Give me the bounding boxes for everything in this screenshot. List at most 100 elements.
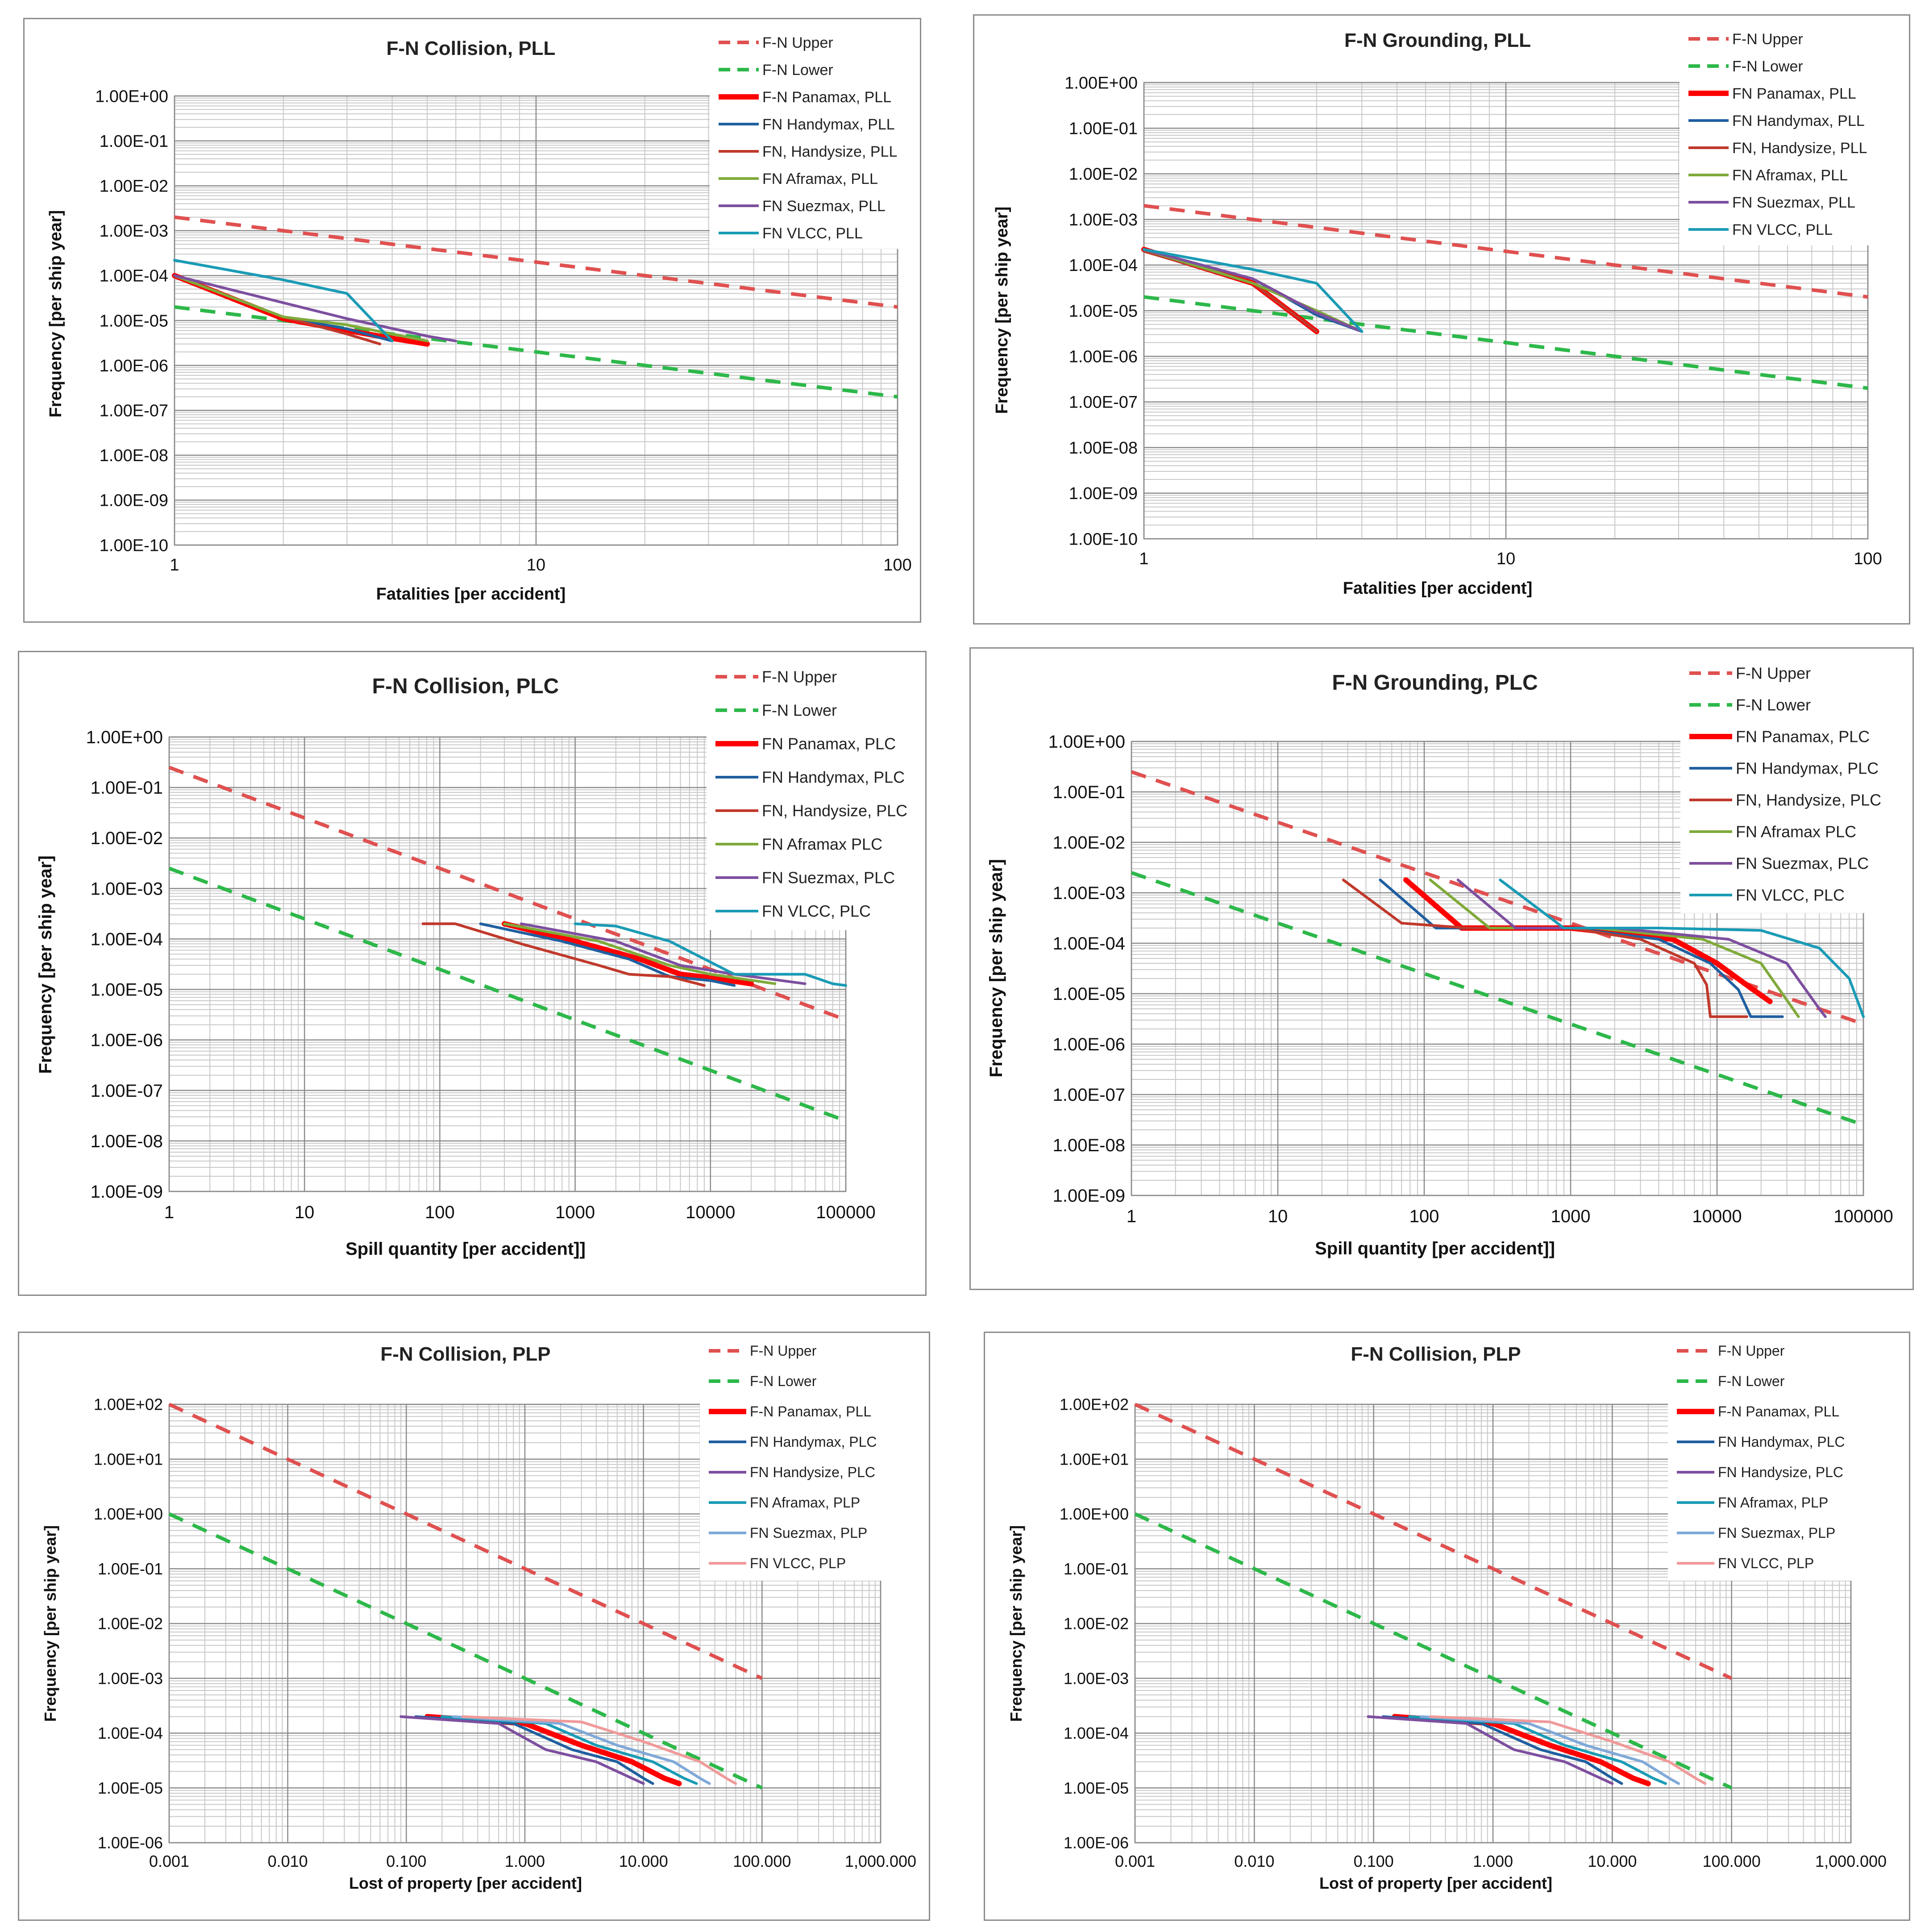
legend-label: FN Suezmax, PLP <box>750 1525 867 1541</box>
y-axis-label: Frequency [per ship year] <box>36 855 55 1074</box>
legend-label: F-N Upper <box>1736 664 1811 683</box>
y-tick-label: 1.00E-01 <box>91 778 163 798</box>
y-tick-label: 1.00E-01 <box>1053 783 1125 802</box>
x-axis-label: Lost of property [per accident] <box>1319 1874 1552 1892</box>
legend-box <box>1680 23 1909 246</box>
y-tick-label: 1.00E-02 <box>100 177 168 196</box>
x-tick-label: 0.010 <box>1234 1852 1274 1870</box>
series-line-fn-suezmax-pll <box>1143 248 1364 333</box>
series-line-fn-aframax-plc <box>503 922 777 985</box>
y-tick-label: 1.00E-03 <box>98 1669 163 1687</box>
series-line-fn-vlcc-pll <box>173 259 394 342</box>
series-line-fn-suezmax-plp <box>1420 1715 1680 1785</box>
legend-box <box>1668 1333 1909 1581</box>
legend-label: FN VLCC, PLP <box>1718 1555 1814 1571</box>
legend-label: FN, Handysize, PLL <box>1732 140 1867 157</box>
series-line-fn-handysize-plc <box>421 922 706 987</box>
legend-label: FN Panamax, PLC <box>762 735 896 753</box>
y-tick-label: 1.00E-09 <box>91 1182 163 1202</box>
y-tick-label: 1.00E+00 <box>1048 732 1125 752</box>
legend-label: FN Handymax, PLC <box>1736 759 1879 778</box>
plot-frame <box>168 1403 881 1844</box>
y-tick-label: 1.00E+00 <box>95 87 168 106</box>
legend-label: FN, Handysize, PLL <box>762 143 897 160</box>
y-tick-label: 1.00E-04 <box>1053 934 1125 954</box>
y-tick-label: 1.00E-09 <box>1069 484 1138 503</box>
y-axis-label: Frequency [per ship year] <box>993 207 1011 414</box>
x-tick-label: 1000 <box>555 1203 595 1222</box>
legend-box <box>710 26 920 249</box>
y-axis-label: Frequency [per ship year] <box>1007 1525 1025 1722</box>
y-tick-label: 1.00E-10 <box>100 536 168 555</box>
y-tick-label: 1.00E+02 <box>1060 1395 1129 1414</box>
y-tick-label: 1.00E-01 <box>100 132 168 151</box>
x-tick-label: 10.000 <box>619 1852 668 1870</box>
legend-label: FN VLCC, PLC <box>762 902 871 920</box>
x-tick-label: 0.001 <box>1115 1852 1155 1870</box>
x-tick-label: 10000 <box>1692 1207 1742 1226</box>
y-tick-label: 1.00E-01 <box>98 1560 163 1578</box>
y-tick-label: 1.00E-08 <box>91 1132 163 1151</box>
series-line-fn-vlcc-plc <box>1499 879 1865 1018</box>
y-tick-label: 1.00E-04 <box>100 267 168 286</box>
x-tick-label: 1 <box>1127 1207 1136 1226</box>
y-tick-label: 1.00E-08 <box>1069 439 1138 458</box>
fn-chart-collision-pll: 1.00E+00 1.00E-01 1.00E-02 1.00E-03 1.00E-04… <box>46 26 920 604</box>
legend-label: F-N Lower <box>1736 696 1811 714</box>
legend-label: F-N Upper <box>1732 31 1803 48</box>
legend-label: FN Aframax, PLL <box>762 171 878 187</box>
legend-label: FN Handymax, PLC <box>762 768 905 787</box>
y-tick-label: 1.00E-10 <box>1069 530 1138 549</box>
x-tick-label: 100 <box>425 1203 455 1222</box>
fn-chart-collision-plc: 1.00E+00 1.00E-01 1.00E-02 1.00E-03 1.00E-04… <box>36 658 925 1259</box>
y-tick-label: 1.00E+02 <box>94 1395 163 1414</box>
y-tick-label: 1.00E-09 <box>1053 1186 1125 1206</box>
series-line-fn-suezmax-plp <box>452 1715 711 1785</box>
x-tick-label: 1,000.000 <box>1815 1852 1887 1870</box>
series-line-f-n-upper <box>1134 1403 1733 1680</box>
y-tick-label: 1.00E-01 <box>1069 120 1138 138</box>
x-tick-label: 1.000 <box>1473 1852 1513 1870</box>
x-tick-label: 100 <box>883 556 911 575</box>
legend-label: FN Suezmax, PLC <box>762 869 895 887</box>
y-tick-label: 1.00E-05 <box>91 980 163 1000</box>
y-tick-label: 1.00E-02 <box>98 1615 163 1633</box>
legend-box <box>707 658 925 930</box>
x-tick-label: 1 <box>1139 550 1148 568</box>
legend-label: FN Handysize, PLC <box>750 1464 875 1480</box>
y-tick-label: 1.00E-05 <box>98 1779 163 1797</box>
legend-label: FN, Handysize, PLC <box>1736 791 1881 809</box>
x-tick-label: 10 <box>527 556 545 575</box>
y-tick-label: 1.00E-02 <box>1064 1615 1129 1633</box>
y-tick-label: 1.00E-05 <box>100 312 168 330</box>
y-tick-label: 1.00E-04 <box>91 929 163 949</box>
series-line-fn-aframax-plc <box>1429 879 1800 1018</box>
y-tick-label: 1.00E-05 <box>1064 1779 1129 1797</box>
fn-chart-collision-plp-left: 1.00E+02 1.00E+01 1.00E+00 1.00E-01 1.00E-02… <box>41 1333 929 1892</box>
x-tick-label: 100000 <box>1834 1207 1893 1226</box>
legend-label: F-N Lower <box>1732 58 1803 75</box>
legend-label: F-N Upper <box>750 1343 817 1359</box>
legend-label: F-N Panamax, PLL <box>750 1403 871 1420</box>
legend-label: FN, Handysize, PLC <box>762 802 907 820</box>
y-tick-label: 1.00E-04 <box>1069 256 1138 275</box>
chart-title: F-N Collision, PLP <box>1351 1343 1521 1365</box>
series-line-fn-handysize-plc <box>1367 1715 1614 1785</box>
y-axis-label: Frequency [per ship year] <box>46 210 65 418</box>
y-tick-label: 1.00E-06 <box>1064 1834 1129 1852</box>
y-tick-label: 1.00E-09 <box>100 491 168 510</box>
chart-title: F-N Collision, PLL <box>387 37 556 59</box>
legend-box <box>700 1333 929 1581</box>
series-line-fn-aframax-pll <box>173 274 429 342</box>
x-tick-label: 0.100 <box>386 1852 426 1870</box>
y-tick-label: 1.00E-01 <box>1064 1560 1129 1578</box>
fn-chart-grounding-plc: 1.00E+00 1.00E-01 1.00E-02 1.00E-03 1.00E-04… <box>986 655 1913 1258</box>
legend-label: F-N Lower <box>750 1373 817 1389</box>
legend-label: FN VLCC, PLC <box>1736 886 1845 904</box>
fn-chart-grounding-pll: 1.00E+00 1.00E-01 1.00E-02 1.00E-03 1.00E-04… <box>993 23 1909 598</box>
x-tick-label: 10 <box>1497 550 1515 568</box>
legend-label: FN Handymax, PLL <box>762 116 895 133</box>
chart-panel-collision-pll: 1.00E+00 1.00E-01 1.00E-02 1.00E-03 1.00E-04… <box>23 18 921 623</box>
y-tick-label: 1.00E-08 <box>100 446 168 465</box>
legend-label: F-N Lower <box>1718 1373 1785 1389</box>
